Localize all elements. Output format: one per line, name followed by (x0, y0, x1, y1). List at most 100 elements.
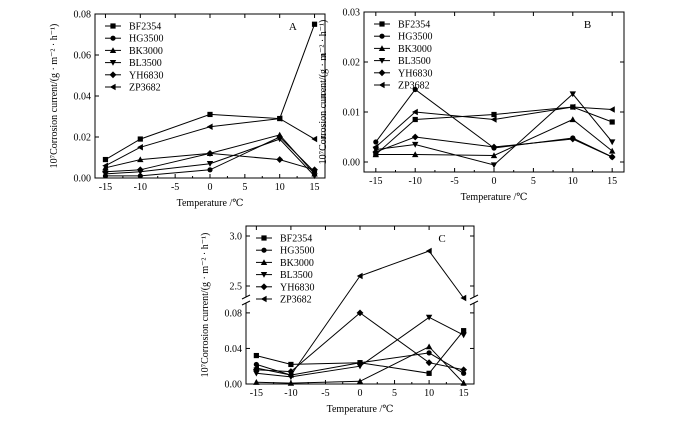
axis-break-gap (242, 297, 250, 303)
axis-break-mark (469, 294, 479, 300)
legend-entry: HG3500 (129, 34, 163, 45)
x-tick-label: -5 (450, 176, 458, 187)
legend-marker (378, 81, 385, 89)
series-bl3500 (253, 314, 467, 381)
y-tick-label: 0.00 (343, 158, 361, 169)
axis-break-mark (241, 294, 251, 300)
data-point (460, 379, 467, 386)
legend-entry: BF2354 (398, 20, 430, 31)
data-point (287, 379, 295, 386)
legend-marker (379, 33, 385, 39)
y-tick-label: 3.0 (230, 232, 243, 243)
legend-marker (109, 60, 117, 66)
series-zp3682 (372, 103, 615, 151)
legend-entry: BL3500 (280, 270, 313, 281)
data-point (311, 173, 318, 180)
data-point (356, 272, 363, 280)
data-point (206, 123, 213, 130)
data-point (490, 143, 498, 151)
x-tick-label: 10 (568, 176, 578, 187)
data-point (356, 309, 364, 317)
legend-marker (378, 58, 386, 64)
data-point (425, 359, 433, 367)
series-yh6830 (102, 150, 318, 176)
y-axis-label: 10⁷Corrosion current/(g · m⁻² · h⁻¹) (200, 233, 211, 378)
data-point (102, 168, 109, 176)
chart-panel-b: -15 -10 -5 0 5 10 15 Temperature /℃ 10⁷Corrosion… (318, 8, 625, 203)
data-point (206, 150, 214, 157)
legend-entry: BK3000 (398, 44, 432, 55)
data-point (207, 111, 213, 118)
series-zp3682 (253, 247, 467, 379)
data-point (569, 91, 576, 98)
data-point (608, 106, 615, 113)
data-point (207, 167, 213, 173)
legend-marker (109, 47, 117, 53)
y-tick-label: 2.5 (230, 282, 243, 293)
series-zp3682 (102, 115, 318, 169)
data-point (137, 144, 143, 151)
data-point (253, 379, 260, 385)
data-point (490, 162, 498, 169)
data-point (137, 173, 143, 179)
data-point (102, 156, 109, 163)
legend-entry: BL3500 (129, 58, 162, 69)
legend-entry: ZP3682 (398, 81, 430, 92)
data-point (253, 364, 259, 372)
axis-break-mark (241, 300, 251, 306)
x-tick-label: -10 (134, 182, 147, 193)
data-point (276, 156, 284, 163)
data-point (461, 370, 467, 376)
legend-marker (260, 295, 267, 303)
legend-marker (109, 71, 117, 79)
axis-break-gap (470, 297, 478, 303)
x-tick-label: -10 (409, 176, 422, 187)
y-tick-label: 0.03 (343, 8, 361, 19)
x-axis-label: Temperature /℃ (461, 192, 528, 203)
legend-marker (378, 45, 386, 51)
data-point (276, 136, 283, 143)
series-yh6830 (372, 133, 616, 161)
x-axis-label: Temperature /℃ (327, 404, 394, 415)
y-tick-label: 0.01 (343, 108, 361, 119)
x-tick-label: 0 (492, 176, 497, 187)
legend-entry: BL3500 (398, 56, 431, 67)
legend-marker (109, 83, 116, 91)
x-tick-label: 15 (459, 388, 469, 399)
data-point (287, 371, 294, 379)
x-tick-label: -15 (250, 388, 263, 399)
y-axis-label: 10⁷Corrosion current/(g · m⁻² · h⁻¹) (318, 20, 329, 165)
data-point (608, 153, 616, 161)
data-point (412, 116, 418, 123)
legend-entry: BK3000 (280, 258, 314, 269)
x-tick-label: 5 (392, 388, 397, 399)
panel-label: A (289, 21, 297, 33)
data-point (569, 103, 576, 111)
y-tick-label: 0.04 (225, 344, 243, 355)
data-point (356, 363, 364, 370)
legend-marker (260, 259, 268, 265)
data-point (412, 108, 418, 116)
data-point (311, 166, 318, 174)
legend-entry: ZP3682 (280, 295, 312, 306)
data-point (608, 139, 616, 146)
x-tick-label: 10 (424, 388, 434, 399)
data-point (490, 152, 498, 159)
data-point (425, 314, 433, 321)
data-point (425, 247, 432, 255)
legend-entry: BF2354 (129, 22, 161, 33)
legend-entry: BK3000 (129, 46, 163, 57)
y-tick-label: 0.02 (343, 58, 361, 69)
legend-marker (261, 235, 267, 241)
data-point (491, 111, 497, 118)
y-tick-label: 0.02 (74, 133, 92, 144)
x-tick-label: -15 (99, 182, 112, 193)
x-tick-label: 5 (531, 176, 536, 187)
data-point (253, 352, 259, 359)
data-point (460, 332, 467, 339)
data-point (311, 21, 318, 27)
x-tick-label: 0 (208, 182, 213, 193)
data-point (461, 328, 467, 334)
y-tick-label: 0.08 (225, 308, 243, 319)
